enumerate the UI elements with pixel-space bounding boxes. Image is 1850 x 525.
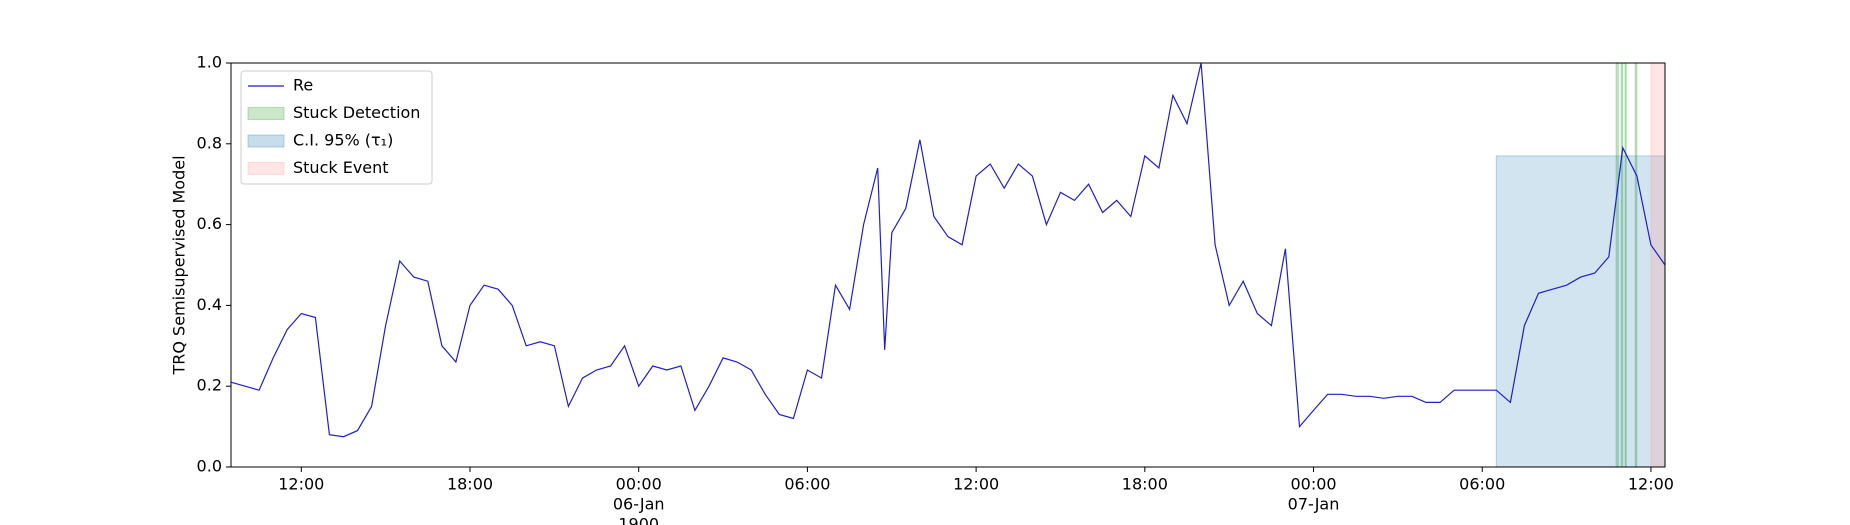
legend-patch xyxy=(247,107,285,120)
x-tick-label: 18:00 xyxy=(447,475,493,494)
y-tick-label: 0.6 xyxy=(197,214,222,233)
x-tick-label: 12:00 xyxy=(278,475,324,494)
legend: Re Stuck Detection C.I. 95% (τ₁) Stuck Even… xyxy=(240,70,433,185)
plot-frame xyxy=(230,62,1666,468)
x-tick-label: 00:00 xyxy=(616,475,662,494)
x-tick-label: 07-Jan xyxy=(1288,495,1340,514)
y-tick-label: 0.8 xyxy=(197,133,222,152)
y-tick-label: 0.2 xyxy=(197,376,222,395)
y-tick-label: 0.4 xyxy=(197,295,222,314)
legend-label: Re xyxy=(293,76,313,95)
x-tick-label: 06:00 xyxy=(784,475,830,494)
x-tick-label: 12:00 xyxy=(953,475,999,494)
x-tick-label: 12:00 xyxy=(1628,475,1674,494)
x-tick-label: 06:00 xyxy=(1459,475,1505,494)
y-tick-label: 0.0 xyxy=(197,457,222,476)
legend-box xyxy=(240,70,433,185)
data-line xyxy=(230,62,1666,438)
y-tick-label: 1.0 xyxy=(197,53,222,72)
legend-label: Stuck Event xyxy=(293,158,389,177)
legend-label: C.I. 95% (τ₁) xyxy=(293,131,393,150)
region xyxy=(1495,155,1666,468)
x-tick-label: 1900 xyxy=(618,515,659,525)
legend-patch xyxy=(247,134,285,148)
y-axis-label: TRQ Semisupervised Model xyxy=(170,155,189,375)
x-tick-label: 00:00 xyxy=(1290,475,1336,494)
region xyxy=(1650,62,1666,468)
legend-label: Stuck Detection xyxy=(293,103,420,122)
legend-patch xyxy=(247,162,285,175)
x-tick-label: 18:00 xyxy=(1122,475,1168,494)
x-tick-label: 06-Jan xyxy=(613,495,665,514)
